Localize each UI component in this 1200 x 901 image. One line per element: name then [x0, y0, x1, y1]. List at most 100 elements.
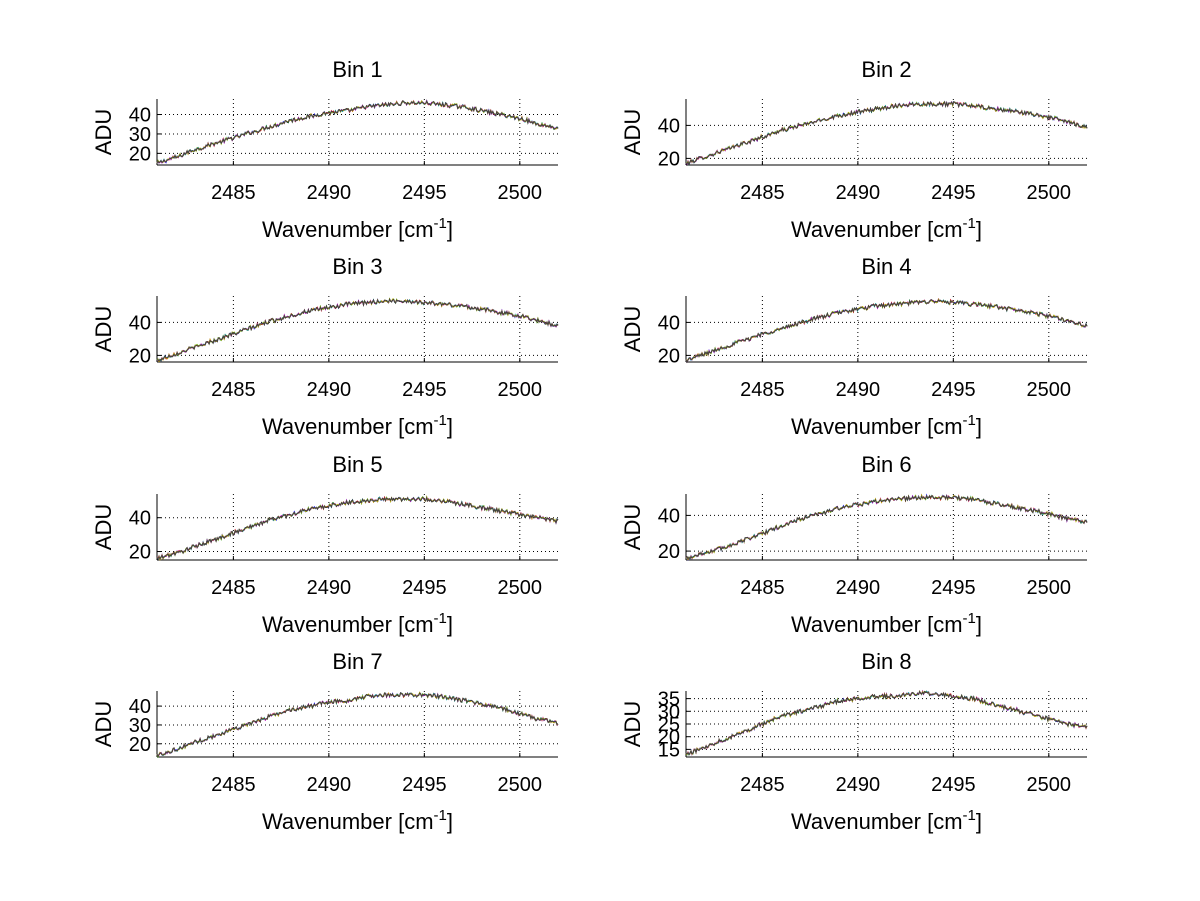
subplot-3: Bin 3 2485 2490 2495 2500 20 40 Wavenumber [cm-…: [91, 254, 559, 439]
y-tick-label: 30: [129, 124, 151, 146]
y-tick-label: 40: [129, 508, 151, 530]
x-axis-label-end: ]: [976, 414, 982, 439]
x-tick-label: 2485: [211, 379, 256, 401]
x-tick-label: 2485: [740, 577, 785, 599]
data-line-series-4: [156, 495, 559, 560]
x-tick-label: 2490: [307, 774, 352, 796]
data-line-series-5: [685, 689, 1088, 756]
y-axis-label: ADU: [620, 504, 645, 550]
data-line-series-7: [685, 100, 1088, 167]
y-axis-label: ADU: [91, 504, 116, 550]
subplot-title: Bin 2: [861, 57, 911, 82]
y-axis-label: ADU: [620, 701, 645, 747]
x-axis-label-sup: -1: [963, 412, 976, 429]
y-tick-label: 40: [658, 312, 680, 334]
subplot-title: Bin 3: [332, 254, 382, 279]
y-tick-label: 15: [658, 739, 680, 761]
data-line-series-1: [156, 495, 559, 560]
data-line-series-7: [156, 495, 559, 560]
x-axis-label-main: Wavenumber [cm: [262, 414, 434, 439]
data-line-series-4: [685, 298, 1088, 363]
data-line-series-3: [157, 298, 559, 363]
x-tick-label: 2485: [740, 182, 785, 204]
subplot-title: Bin 5: [332, 452, 382, 477]
data-line-series-6: [156, 494, 559, 561]
x-axis-label: Wavenumber [cm-1]: [262, 807, 453, 834]
x-tick-label: 2495: [931, 182, 976, 204]
x-axis-label: Wavenumber [cm-1]: [791, 412, 982, 439]
subplot-5: Bin 5 2485 2490 2495 2500 20 40 Wavenumber [cm-…: [91, 452, 559, 637]
data-line-series-6: [685, 690, 1088, 756]
x-tick-label: 2500: [498, 577, 543, 599]
x-axis-label-end: ]: [976, 809, 982, 834]
data-line-series-2: [156, 495, 559, 560]
x-axis-label-main: Wavenumber [cm: [791, 612, 963, 637]
x-tick-label: 2490: [307, 379, 352, 401]
data-line-series-3: [685, 690, 1088, 756]
x-axis-label-end: ]: [447, 612, 453, 637]
subplot-title: Bin 7: [332, 649, 382, 674]
data-line-series-5: [156, 298, 559, 362]
x-tick-label: 2485: [211, 182, 256, 204]
data-line-series-2: [685, 690, 1088, 756]
data-line-series-4: [685, 494, 1088, 560]
data-line-series-6: [685, 493, 1088, 561]
subplot-4: Bin 4 2485 2490 2495 2500 20 40 Wavenumber [cm-…: [620, 254, 1088, 439]
y-tick-label: 30: [658, 701, 680, 723]
data-line-series-7: [156, 100, 559, 164]
x-axis-label-main: Wavenumber [cm: [791, 809, 963, 834]
x-axis-label: Wavenumber [cm-1]: [262, 215, 453, 242]
x-tick-label: 2500: [1027, 774, 1072, 796]
x-tick-label: 2490: [836, 379, 881, 401]
y-axis-label: ADU: [91, 306, 116, 352]
x-axis-label-sup: -1: [434, 215, 447, 232]
subplot-title: Bin 6: [861, 452, 911, 477]
data-line-series-7: [685, 299, 1088, 364]
x-tick-label: 2495: [402, 577, 447, 599]
y-axis-label: ADU: [91, 109, 116, 155]
y-tick-label: 20: [129, 734, 151, 756]
subplot-title: Bin 8: [861, 649, 911, 674]
x-tick-label: 2495: [402, 182, 447, 204]
x-tick-label: 2485: [740, 379, 785, 401]
x-axis-label-end: ]: [976, 217, 982, 242]
x-axis-label-end: ]: [447, 217, 453, 242]
data-line-series-7: [156, 692, 559, 757]
data-line-series-7: [156, 298, 559, 362]
data-line-series-6: [156, 297, 559, 363]
y-tick-label: 20: [129, 143, 151, 165]
x-tick-label: 2485: [211, 774, 256, 796]
y-tick-label: 40: [129, 696, 151, 718]
y-axis-label: ADU: [620, 306, 645, 352]
subplot-title: Bin 4: [861, 254, 911, 279]
y-tick-label: 20: [658, 148, 680, 170]
x-axis-label: Wavenumber [cm-1]: [791, 610, 982, 637]
data-line-series-1: [157, 298, 559, 362]
data-line-series-2: [156, 297, 559, 362]
x-tick-label: 2500: [1027, 182, 1072, 204]
x-tick-label: 2495: [931, 379, 976, 401]
y-tick-label: 20: [129, 542, 151, 564]
x-axis-label: Wavenumber [cm-1]: [262, 412, 453, 439]
x-tick-label: 2500: [498, 182, 543, 204]
x-axis-label-main: Wavenumber [cm: [262, 612, 434, 637]
data-line-series-1: [685, 493, 1088, 561]
data-line-series-4: [156, 298, 559, 362]
x-tick-label: 2490: [307, 577, 352, 599]
x-axis-label-main: Wavenumber [cm: [262, 217, 434, 242]
x-tick-label: 2500: [1027, 577, 1072, 599]
x-axis-label-end: ]: [447, 414, 453, 439]
x-axis-label: Wavenumber [cm-1]: [262, 610, 453, 637]
x-tick-label: 2495: [931, 577, 976, 599]
x-axis-label-main: Wavenumber [cm: [262, 809, 434, 834]
y-tick-label: 40: [129, 105, 151, 127]
x-axis-label: Wavenumber [cm-1]: [791, 807, 982, 834]
y-tick-label: 25: [658, 714, 680, 736]
x-axis-label-sup: -1: [434, 412, 447, 429]
y-tick-label: 35: [658, 689, 680, 711]
x-axis-label-sup: -1: [963, 610, 976, 627]
data-line-series-2: [685, 298, 1088, 363]
